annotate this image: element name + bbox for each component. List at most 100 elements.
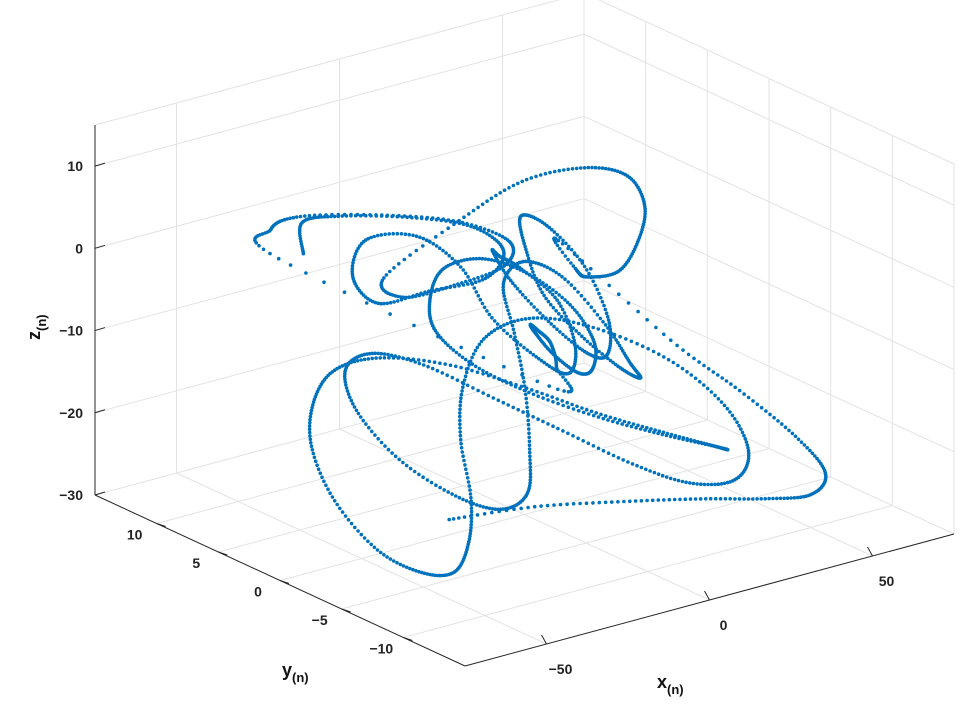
- data-point: [702, 482, 707, 487]
- data-point: [353, 525, 357, 530]
- data-point: [469, 514, 473, 518]
- data-point: [351, 261, 355, 265]
- data-point: [566, 246, 570, 251]
- data-point: [382, 352, 387, 356]
- data-point: [652, 470, 657, 475]
- data-point: [528, 273, 532, 277]
- data-point: [475, 503, 479, 507]
- data-point: [382, 301, 386, 306]
- data-point: [713, 393, 717, 398]
- data-point: [518, 268, 523, 272]
- data-point: [643, 214, 647, 219]
- data-point: [546, 398, 550, 402]
- data-point: [542, 264, 547, 268]
- data-point: [591, 325, 595, 330]
- z-tick-mark: [94, 409, 106, 414]
- data-point: [404, 463, 409, 468]
- data-point: [706, 482, 710, 487]
- data-point: [461, 454, 465, 459]
- data-point: [451, 348, 456, 352]
- data-point: [688, 481, 692, 485]
- data-point: [502, 294, 507, 298]
- data-point: [461, 381, 466, 386]
- data-point: [548, 170, 552, 175]
- data-point: [526, 299, 531, 303]
- data-point: [355, 212, 360, 217]
- data-point: [461, 497, 465, 502]
- data-point: [509, 382, 513, 387]
- data-point: [308, 421, 312, 425]
- data-point: [425, 478, 430, 482]
- data-point: [478, 504, 482, 508]
- data-point: [636, 309, 640, 314]
- data-point: [640, 344, 645, 349]
- data-point: [554, 237, 558, 241]
- data-point: [683, 497, 688, 502]
- data-point: [595, 313, 600, 317]
- data-point: [408, 566, 412, 571]
- data-point: [782, 496, 786, 501]
- data-point: [397, 457, 402, 462]
- data-point: [343, 377, 347, 382]
- data-point: [364, 422, 368, 426]
- data-point: [589, 305, 594, 310]
- data-point: [728, 497, 732, 501]
- data-point: [620, 422, 624, 426]
- data-point: [458, 433, 463, 438]
- data-point: [581, 439, 585, 443]
- data-point: [366, 539, 370, 544]
- data-point: [617, 292, 621, 297]
- data-point: [458, 430, 463, 434]
- data-point: [457, 516, 461, 520]
- data-point: [572, 286, 577, 291]
- data-point: [570, 305, 575, 310]
- data-point: [576, 321, 581, 326]
- data-point: [457, 218, 461, 223]
- data-point: [308, 437, 313, 442]
- data-point: [527, 450, 532, 455]
- data-point: [469, 503, 474, 507]
- data-point: [349, 521, 354, 526]
- data-point: [469, 525, 473, 530]
- data-point: [567, 319, 571, 324]
- data-point: [395, 560, 399, 565]
- data-point: [746, 497, 751, 501]
- data-point: [322, 280, 326, 285]
- data-point: [422, 358, 426, 363]
- data-point: [378, 356, 383, 360]
- data-point: [656, 498, 661, 502]
- data-point: [548, 267, 552, 271]
- data-point: [527, 483, 532, 488]
- data-point: [462, 215, 466, 219]
- data-point: [479, 228, 483, 233]
- data-point: [785, 496, 790, 501]
- data-point: [518, 386, 522, 391]
- data-point: [737, 423, 741, 428]
- data-point: [299, 239, 303, 244]
- data-point: [739, 427, 743, 431]
- data-point: [539, 316, 544, 320]
- data-point: [482, 512, 487, 516]
- data-point: [376, 351, 381, 356]
- data-point: [537, 278, 542, 283]
- data-point: [526, 412, 530, 417]
- data-point: [544, 283, 549, 288]
- data-point: [527, 435, 531, 440]
- data-point: [465, 476, 470, 480]
- data-point: [586, 327, 590, 332]
- data-point: [676, 478, 681, 483]
- data-point: [554, 270, 558, 275]
- data-point: [700, 441, 704, 446]
- data-point: [446, 490, 451, 494]
- z-tick-label: −10: [59, 323, 83, 339]
- data-point: [554, 290, 558, 295]
- data-point: [492, 319, 497, 323]
- data-point: [348, 395, 352, 400]
- data-point: [808, 448, 812, 453]
- data-point: [667, 497, 672, 502]
- data-point: [528, 350, 533, 355]
- data-point: [470, 362, 475, 366]
- data-point: [675, 343, 679, 348]
- data-point: [643, 428, 647, 432]
- data-point: [716, 373, 720, 377]
